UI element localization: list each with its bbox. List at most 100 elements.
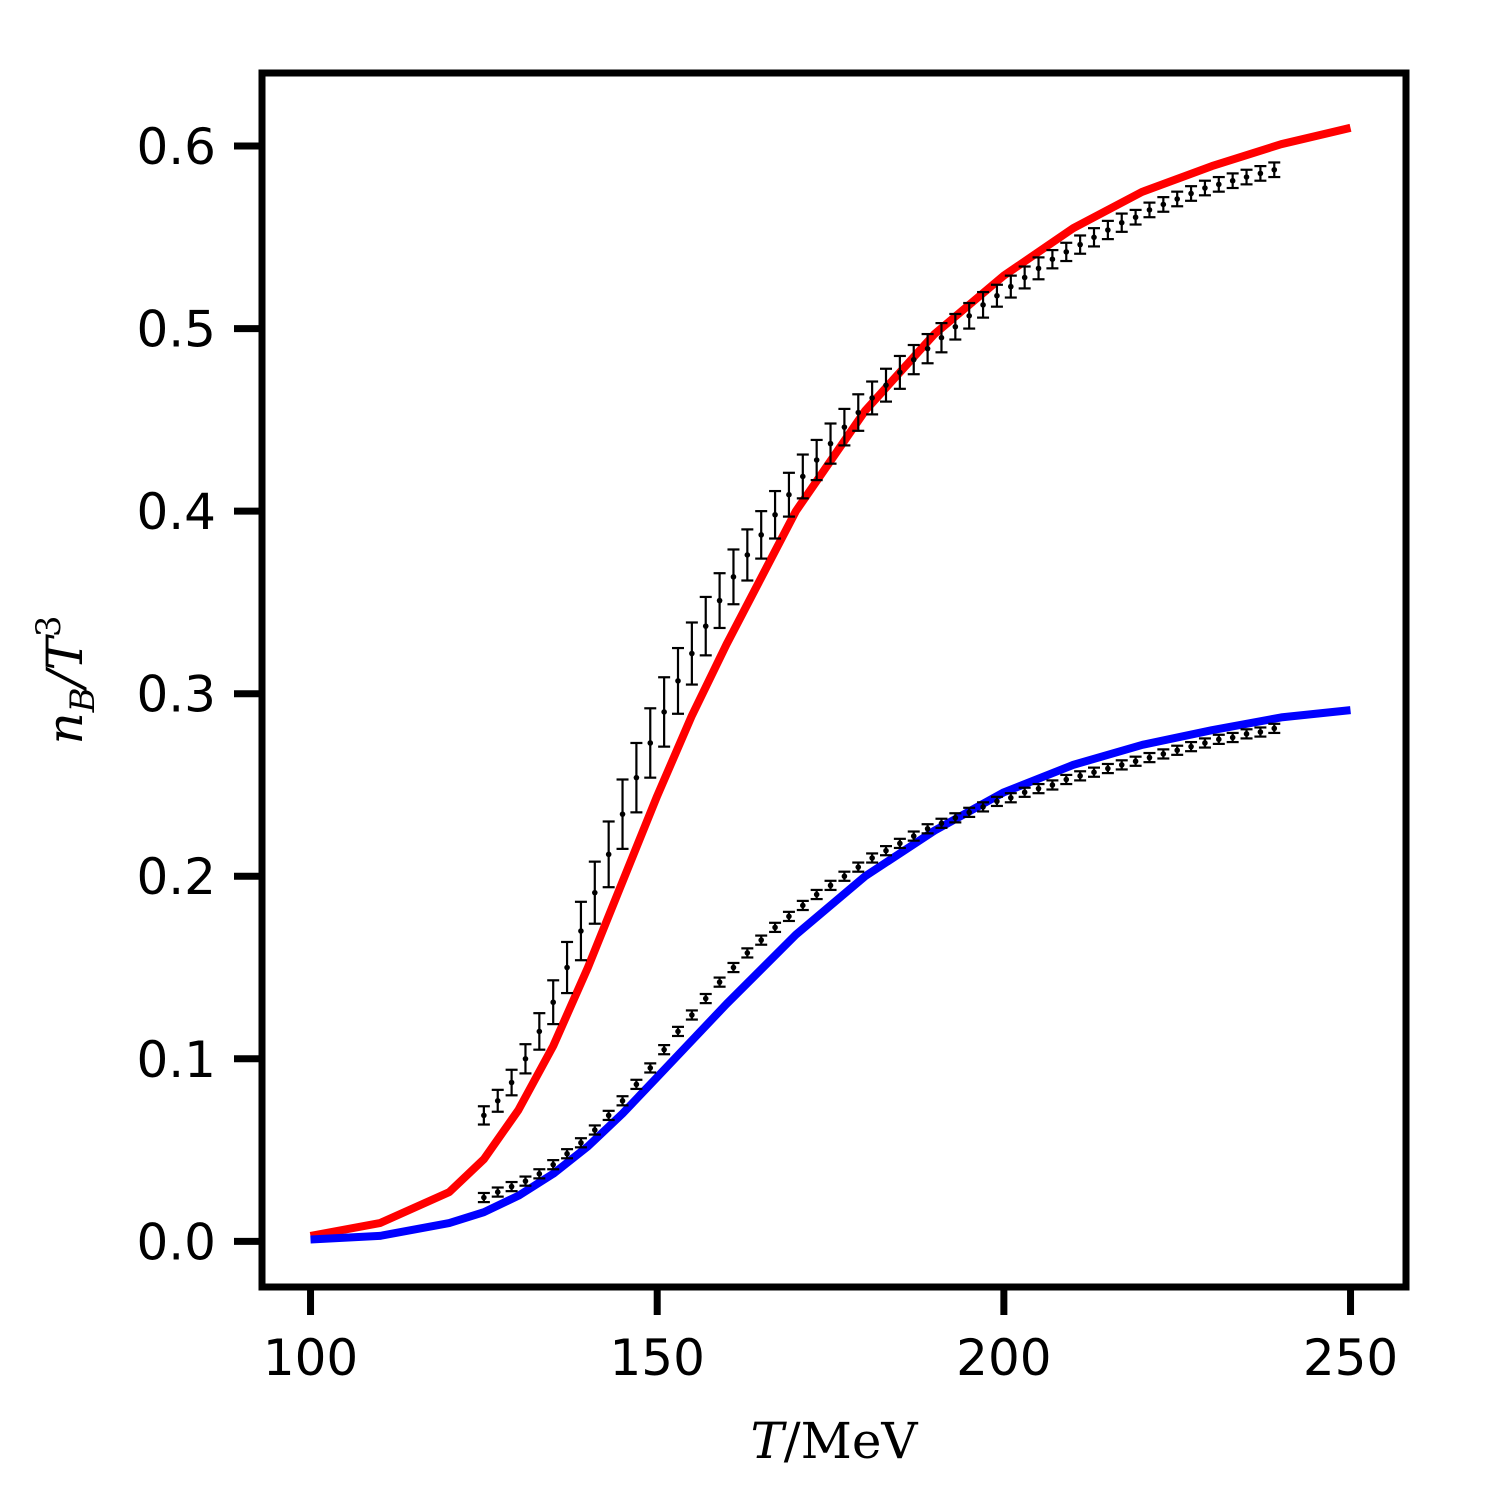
data-point: [689, 1012, 695, 1018]
data-point: [508, 1079, 515, 1086]
data-point: [1035, 265, 1042, 272]
data-point: [813, 457, 820, 463]
data-point: [800, 902, 806, 909]
data-point: [786, 913, 792, 920]
data-point: [1091, 769, 1097, 775]
data-point: [1105, 227, 1111, 233]
data-point: [564, 964, 570, 971]
y-axis: 0.0 0.1 0.2 0.3 0.4 0.5 0.6: [136, 118, 262, 1271]
data-point: [869, 395, 875, 401]
data-point: [633, 774, 640, 781]
data-point: [883, 847, 889, 854]
y-tick-label: 0.1: [136, 1031, 216, 1089]
data-point: [952, 815, 959, 821]
x-axis-label: T/MeV: [750, 1412, 918, 1470]
data-point: [994, 798, 1000, 805]
data-point: [675, 678, 681, 684]
data-point: [786, 491, 792, 498]
data-point: [952, 323, 959, 330]
data-point: [1008, 794, 1014, 801]
errorbar-series-2: [477, 161, 1281, 1126]
y-tick-label: 0.5: [136, 301, 216, 359]
data-point: [1049, 782, 1056, 788]
data-point: [758, 532, 764, 538]
data-point: [744, 950, 751, 956]
data-point: [1160, 751, 1167, 757]
data-point: [910, 833, 917, 839]
data-point: [619, 811, 626, 817]
data-point: [855, 864, 862, 870]
data-point: [1216, 736, 1222, 743]
axes-frame: [258, 69, 1410, 1291]
data-point: [910, 356, 917, 363]
data-point: [938, 820, 945, 827]
data-point: [1202, 740, 1208, 746]
y-tick-label: 0.3: [136, 666, 216, 724]
data-point: [550, 999, 556, 1006]
data-point: [772, 924, 778, 931]
data-point: [1105, 765, 1111, 772]
data-point: [924, 825, 931, 832]
data-point: [564, 1150, 570, 1157]
data-point: [1229, 734, 1236, 741]
data-point: [1063, 776, 1070, 783]
data-point: [1077, 773, 1083, 779]
data-point: [605, 1112, 612, 1119]
data-point: [494, 1189, 501, 1195]
data-point: [592, 889, 598, 896]
data-point: [855, 409, 862, 416]
data-point: [758, 937, 764, 943]
x-tick-label: 250: [1303, 1329, 1398, 1387]
data-point: [716, 979, 723, 985]
data-point: [689, 650, 695, 657]
data-point: [897, 840, 903, 847]
y-tick-label: 0.4: [136, 483, 216, 541]
y-tick-label: 0.0: [136, 1213, 216, 1271]
data-point: [1174, 196, 1180, 202]
data-point: [1202, 185, 1208, 191]
data-point: [883, 382, 889, 388]
data-point: [966, 313, 972, 319]
x-tick-label: 100: [263, 1329, 358, 1387]
data-point: [1091, 234, 1097, 241]
data-point: [980, 302, 986, 308]
data-point: [800, 473, 806, 480]
data-point: [1188, 190, 1194, 197]
data-point: [578, 1139, 584, 1146]
data-point: [1021, 789, 1028, 796]
data-point: [592, 1127, 598, 1133]
data-point: [966, 809, 972, 816]
data-point: [744, 552, 751, 558]
data-point: [494, 1097, 501, 1104]
data-point: [1008, 283, 1014, 290]
data-point: [841, 873, 848, 880]
data-point: [675, 1028, 681, 1035]
data-point: [619, 1097, 626, 1104]
data-point: [1146, 754, 1153, 761]
data-point: [1271, 725, 1278, 732]
data-point: [1132, 214, 1139, 221]
data-point: [702, 995, 709, 1002]
x-axis: 100 150 200 250: [263, 1287, 1398, 1387]
series-line-0: [309, 123, 1352, 1240]
data-point: [1216, 181, 1222, 188]
data-point: [481, 1112, 487, 1119]
data-point: [1118, 219, 1125, 226]
data-point: [522, 1056, 529, 1062]
data-point: [633, 1081, 640, 1088]
data-point: [1160, 201, 1167, 208]
data-point: [536, 1171, 543, 1177]
data-point: [508, 1183, 515, 1190]
data-point: [813, 891, 820, 898]
data-point: [730, 574, 737, 580]
data-point: [647, 1065, 654, 1071]
y-axis-label: nB/T3: [29, 615, 103, 744]
errorbar-series-3: [477, 722, 1281, 1204]
data-point: [522, 1178, 529, 1184]
data-point: [647, 740, 654, 746]
data-point: [1174, 747, 1180, 754]
data-point: [1035, 785, 1042, 792]
series-line-1: [310, 706, 1351, 1244]
data-point: [1077, 241, 1083, 248]
